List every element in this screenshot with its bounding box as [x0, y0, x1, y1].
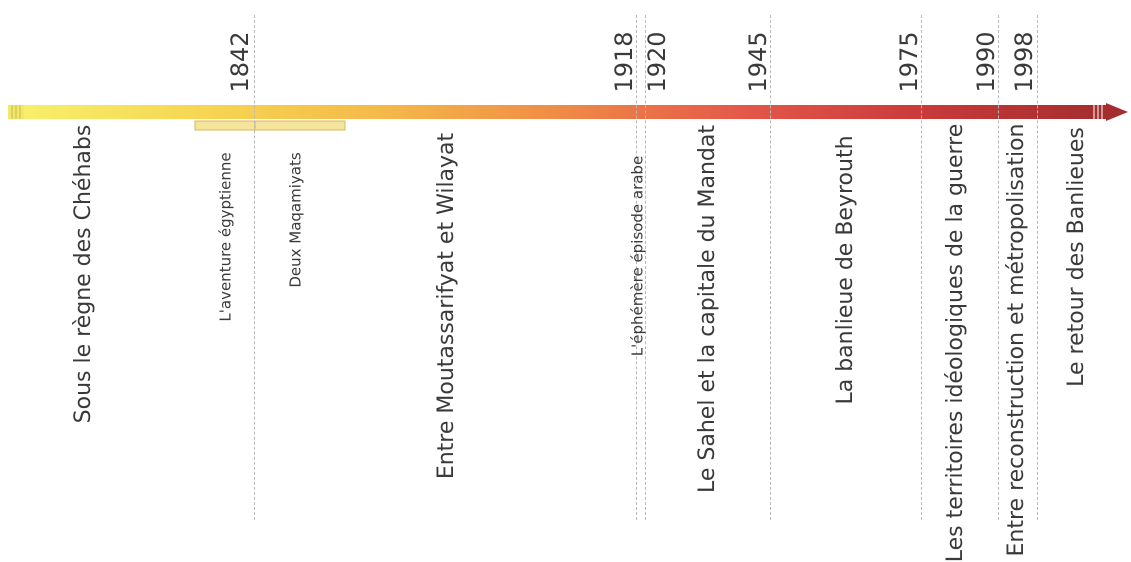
divider-1920	[645, 15, 646, 520]
divider-1998	[1037, 15, 1038, 520]
period-territoires-guerre: Les territoires idéologiques de la guerr…	[943, 123, 968, 562]
timeline-main-bar	[24, 105, 1102, 119]
divider-1990	[998, 15, 999, 520]
deux-maqamiyats-band	[254, 120, 346, 131]
year-1918: 1918	[610, 31, 638, 93]
year-1990: 1990	[972, 31, 1000, 93]
year-1945: 1945	[744, 31, 772, 93]
period-episode-arabe: L'éphémère épisode arabe	[628, 155, 647, 357]
period-egyptian-adventure: L'aventure égyptienne	[216, 152, 235, 322]
egyptian-adventure-band	[194, 120, 256, 131]
period-banlieue-beyrouth: La banlieue de Beyrouth	[833, 135, 858, 405]
divider-1842	[254, 15, 255, 520]
divider-1975	[921, 15, 922, 520]
period-retour-banlieues: Le retour des Banlieues	[1064, 127, 1089, 387]
year-1975: 1975	[895, 31, 923, 93]
period-deux-maqamiyats: Deux Maqamiyats	[286, 152, 305, 288]
period-moutassarifyat-wilayat: Entre Moutassarifyat et Wilayat	[434, 132, 459, 480]
year-1842: 1842	[226, 31, 254, 93]
period-reconstruction-metropolisation: Entre reconstruction et métropolisation	[1004, 123, 1029, 557]
timeline-start-cap	[8, 105, 26, 119]
divider-1918	[636, 15, 637, 520]
year-1920: 1920	[643, 31, 671, 93]
year-1998: 1998	[1010, 31, 1038, 93]
period-chehabs: Sous le règne des Chéhabs	[71, 124, 96, 424]
divider-1945	[770, 15, 771, 520]
period-sahel-mandat: Le Sahel et la capitale du Mandat	[695, 125, 720, 493]
timeline-end-arrow	[1088, 103, 1128, 121]
